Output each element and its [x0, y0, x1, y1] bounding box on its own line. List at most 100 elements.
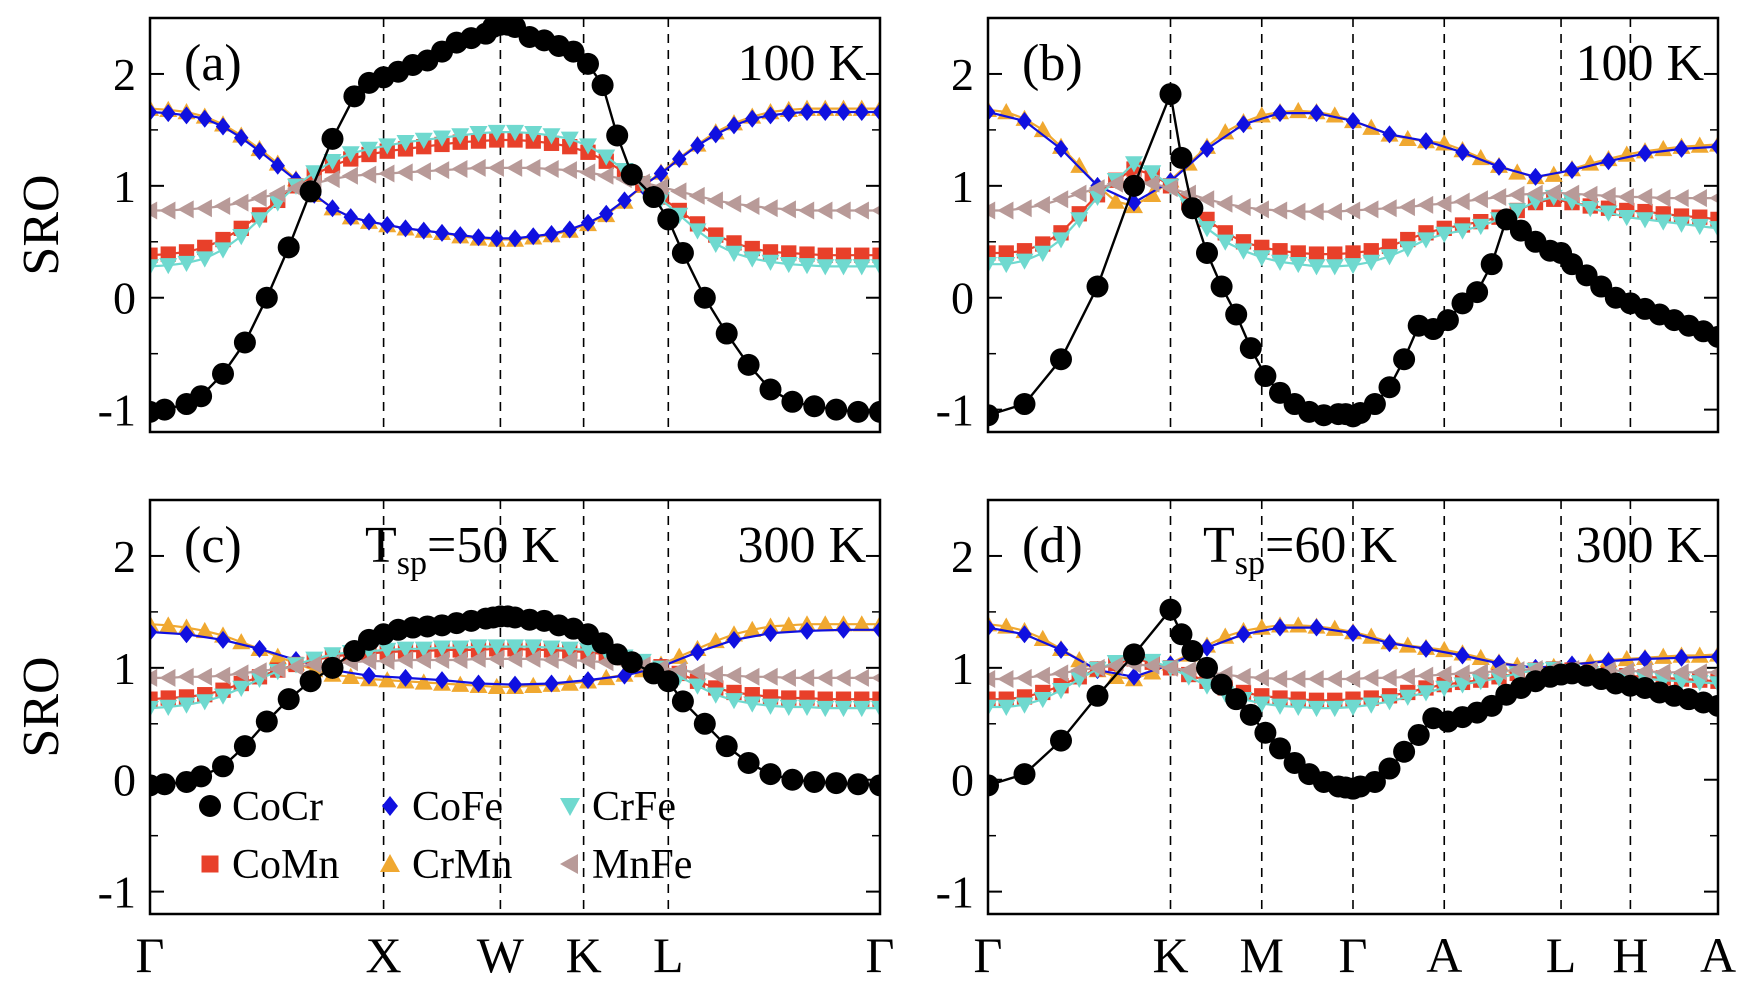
point-CrFe — [1508, 203, 1527, 220]
point-CoCr — [299, 180, 322, 203]
point-MnFe — [250, 662, 267, 681]
point-CoCr — [1013, 763, 1036, 786]
point-CrFe — [688, 678, 707, 695]
point-CoFe — [763, 106, 778, 125]
point-CrFe — [341, 146, 360, 163]
point-MnFe — [506, 649, 523, 668]
point-CrMn — [1690, 646, 1709, 663]
panel-label: (c) — [184, 517, 242, 574]
point-CrFe — [1362, 697, 1381, 714]
y-axis-label: SRO — [13, 174, 70, 275]
point-CoMn — [1363, 243, 1379, 259]
point-CoFe — [672, 149, 687, 168]
point-MnFe — [360, 165, 377, 184]
point-MnFe — [414, 162, 431, 181]
point-MnFe — [1106, 174, 1123, 193]
point-MnFe — [597, 166, 614, 185]
y-tick-label: 0 — [113, 273, 136, 324]
point-CrFe — [469, 126, 488, 143]
point-CoFe — [1272, 104, 1288, 123]
point-CrFe — [871, 700, 880, 718]
point-MnFe — [1052, 664, 1069, 683]
point-CrMn — [1617, 649, 1636, 667]
point-CoMn — [1272, 243, 1288, 259]
point-CrFe — [798, 699, 816, 716]
point-CoMn — [988, 245, 996, 261]
point-CrMn — [159, 616, 178, 633]
plot-frame — [986, 498, 1720, 916]
point-CoFe — [726, 116, 742, 135]
point-CrFe — [433, 640, 451, 657]
point-MnFe — [150, 201, 158, 220]
point-CoCr — [190, 765, 213, 788]
point-MnFe — [414, 651, 431, 670]
point-MnFe — [560, 161, 577, 180]
y-tick-label: -1 — [98, 867, 136, 918]
series-group — [150, 18, 880, 423]
point-CrFe — [798, 258, 816, 275]
y-tick-label: 0 — [113, 755, 136, 806]
point-MnFe — [487, 158, 504, 177]
x-tick-label: A — [1426, 927, 1462, 983]
point-CoFe — [1053, 640, 1069, 659]
point-MnFe — [524, 158, 541, 177]
point-CoCr — [657, 670, 680, 693]
point-CoFe — [580, 213, 596, 232]
point-CoCr — [825, 398, 848, 421]
legend-marker-MnFe — [560, 854, 578, 874]
point-MnFe — [487, 649, 504, 668]
point-MnFe — [542, 160, 559, 179]
point-CrFe — [852, 259, 871, 276]
point-CoFe — [653, 164, 669, 183]
point-MnFe — [1508, 661, 1525, 680]
point-MnFe — [1216, 194, 1233, 213]
point-CrMn — [1654, 647, 1673, 664]
point-CoFe — [1236, 625, 1251, 644]
point-CrFe — [214, 242, 232, 259]
point-CoFe — [252, 142, 267, 161]
point-CrFe — [1271, 698, 1289, 715]
point-CoFe — [1272, 618, 1288, 637]
point-CoFe — [617, 191, 632, 210]
point-CrMn — [451, 675, 470, 692]
point-CoCr — [715, 322, 738, 345]
point-CrFe — [195, 251, 214, 268]
point-CrFe — [150, 259, 159, 276]
point-CoCr — [255, 710, 278, 733]
y-tick-label: 2 — [951, 49, 974, 100]
x-tick-label: X — [366, 927, 402, 983]
point-CoCr — [606, 124, 629, 147]
point-CoFe — [343, 208, 358, 227]
point-CoFe — [1345, 111, 1361, 130]
point-CoCr — [620, 163, 643, 186]
point-MnFe — [852, 201, 869, 220]
point-MnFe — [1033, 195, 1050, 214]
point-MnFe — [1654, 189, 1671, 208]
point-CoCr — [233, 735, 256, 758]
point-CoFe — [988, 102, 996, 121]
point-CoFe — [434, 671, 450, 690]
point-CrFe — [988, 699, 997, 716]
legend-marker-CrMn — [380, 854, 400, 872]
point-CoFe — [361, 666, 377, 685]
point-CrFe — [834, 700, 853, 718]
panel-label: (b) — [1022, 35, 1083, 92]
point-CoFe — [1601, 152, 1616, 171]
point-CoFe — [453, 226, 468, 245]
point-CrFe — [597, 149, 616, 166]
point-CrFe — [1417, 685, 1435, 702]
point-CoFe — [1236, 115, 1251, 134]
temperature-label: 100 K — [737, 35, 866, 92]
point-CrMn — [378, 671, 397, 688]
point-CrFe — [506, 639, 524, 656]
point-CoMn — [197, 239, 213, 256]
point-CoCr — [737, 353, 760, 376]
point-CoCr — [153, 398, 176, 421]
series-group — [988, 598, 1718, 800]
point-CrFe — [1690, 218, 1709, 236]
point-CoFe — [818, 102, 833, 121]
point-CrFe — [1033, 245, 1052, 262]
point-MnFe — [1526, 184, 1543, 203]
point-MnFe — [1198, 190, 1215, 209]
point-CrFe — [579, 138, 597, 155]
